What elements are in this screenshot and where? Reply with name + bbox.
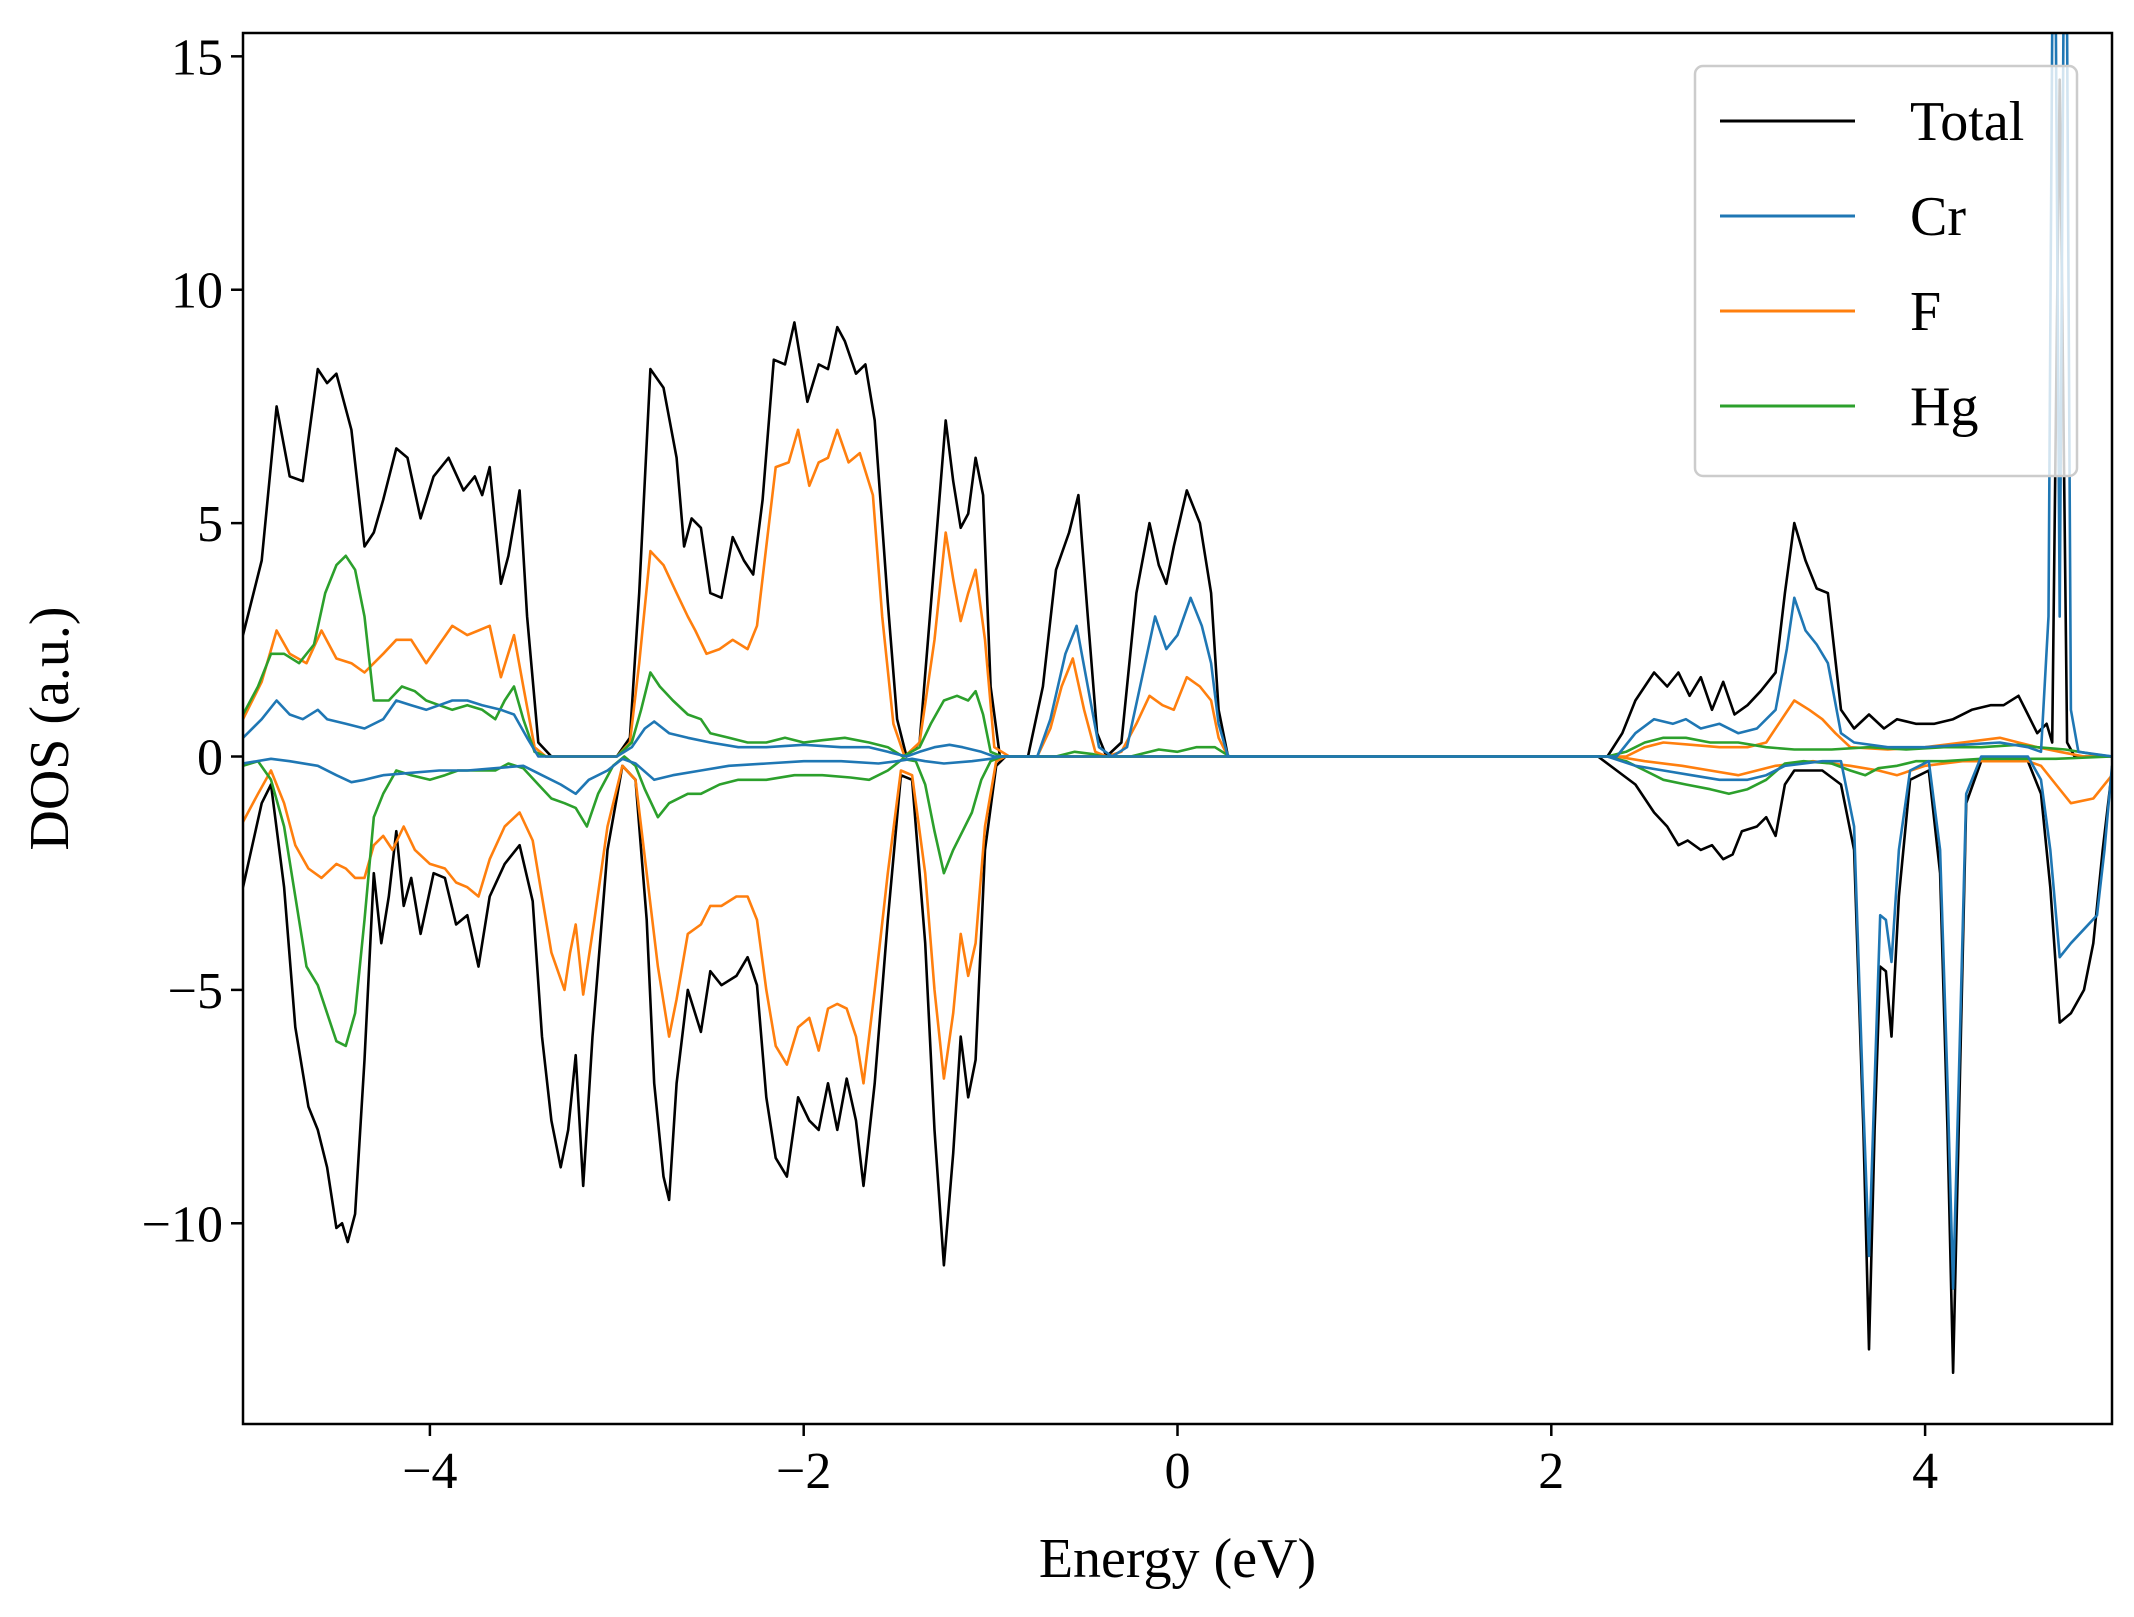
x-axis: −4 −2 0 2 4: [402, 1424, 1938, 1500]
legend-label-f: F: [1910, 281, 1941, 343]
series-cr-up: [243, 33, 2112, 758]
y-axis: −10 −5 0 5 10 15: [142, 29, 243, 1253]
series-hg-down: [243, 755, 2112, 1048]
legend-label-total: Total: [1910, 91, 2024, 153]
x-tick-label: 0: [1165, 1443, 1191, 1500]
x-axis-title: Energy (eV): [1039, 1528, 1316, 1590]
y-tick-label: 0: [197, 730, 223, 787]
series-f-down: [243, 755, 2112, 1085]
legend: Total Cr F Hg: [1693, 64, 2079, 478]
series-layer: [243, 33, 2112, 1374]
series-hg-up: [243, 554, 2112, 758]
y-tick-label: 15: [171, 29, 223, 86]
series-total-down: [243, 755, 2112, 1374]
legend-label-cr: Cr: [1910, 186, 1966, 248]
y-tick-label: −10: [142, 1196, 223, 1253]
x-tick-label: 2: [1538, 1443, 1564, 1500]
series-cr-down: [243, 755, 2112, 1290]
y-tick-label: 10: [171, 263, 223, 320]
x-tick-label: −2: [776, 1443, 831, 1500]
legend-box: [1693, 64, 2079, 478]
x-tick-label: −4: [402, 1443, 457, 1500]
series-total-up: [243, 78, 2112, 758]
legend-label-hg: Hg: [1910, 376, 1978, 438]
y-axis-title: DOS (a.u.): [19, 606, 81, 850]
y-tick-label: 5: [197, 496, 223, 553]
x-tick-label: 4: [1912, 1443, 1938, 1500]
y-tick-label: −5: [168, 963, 223, 1020]
